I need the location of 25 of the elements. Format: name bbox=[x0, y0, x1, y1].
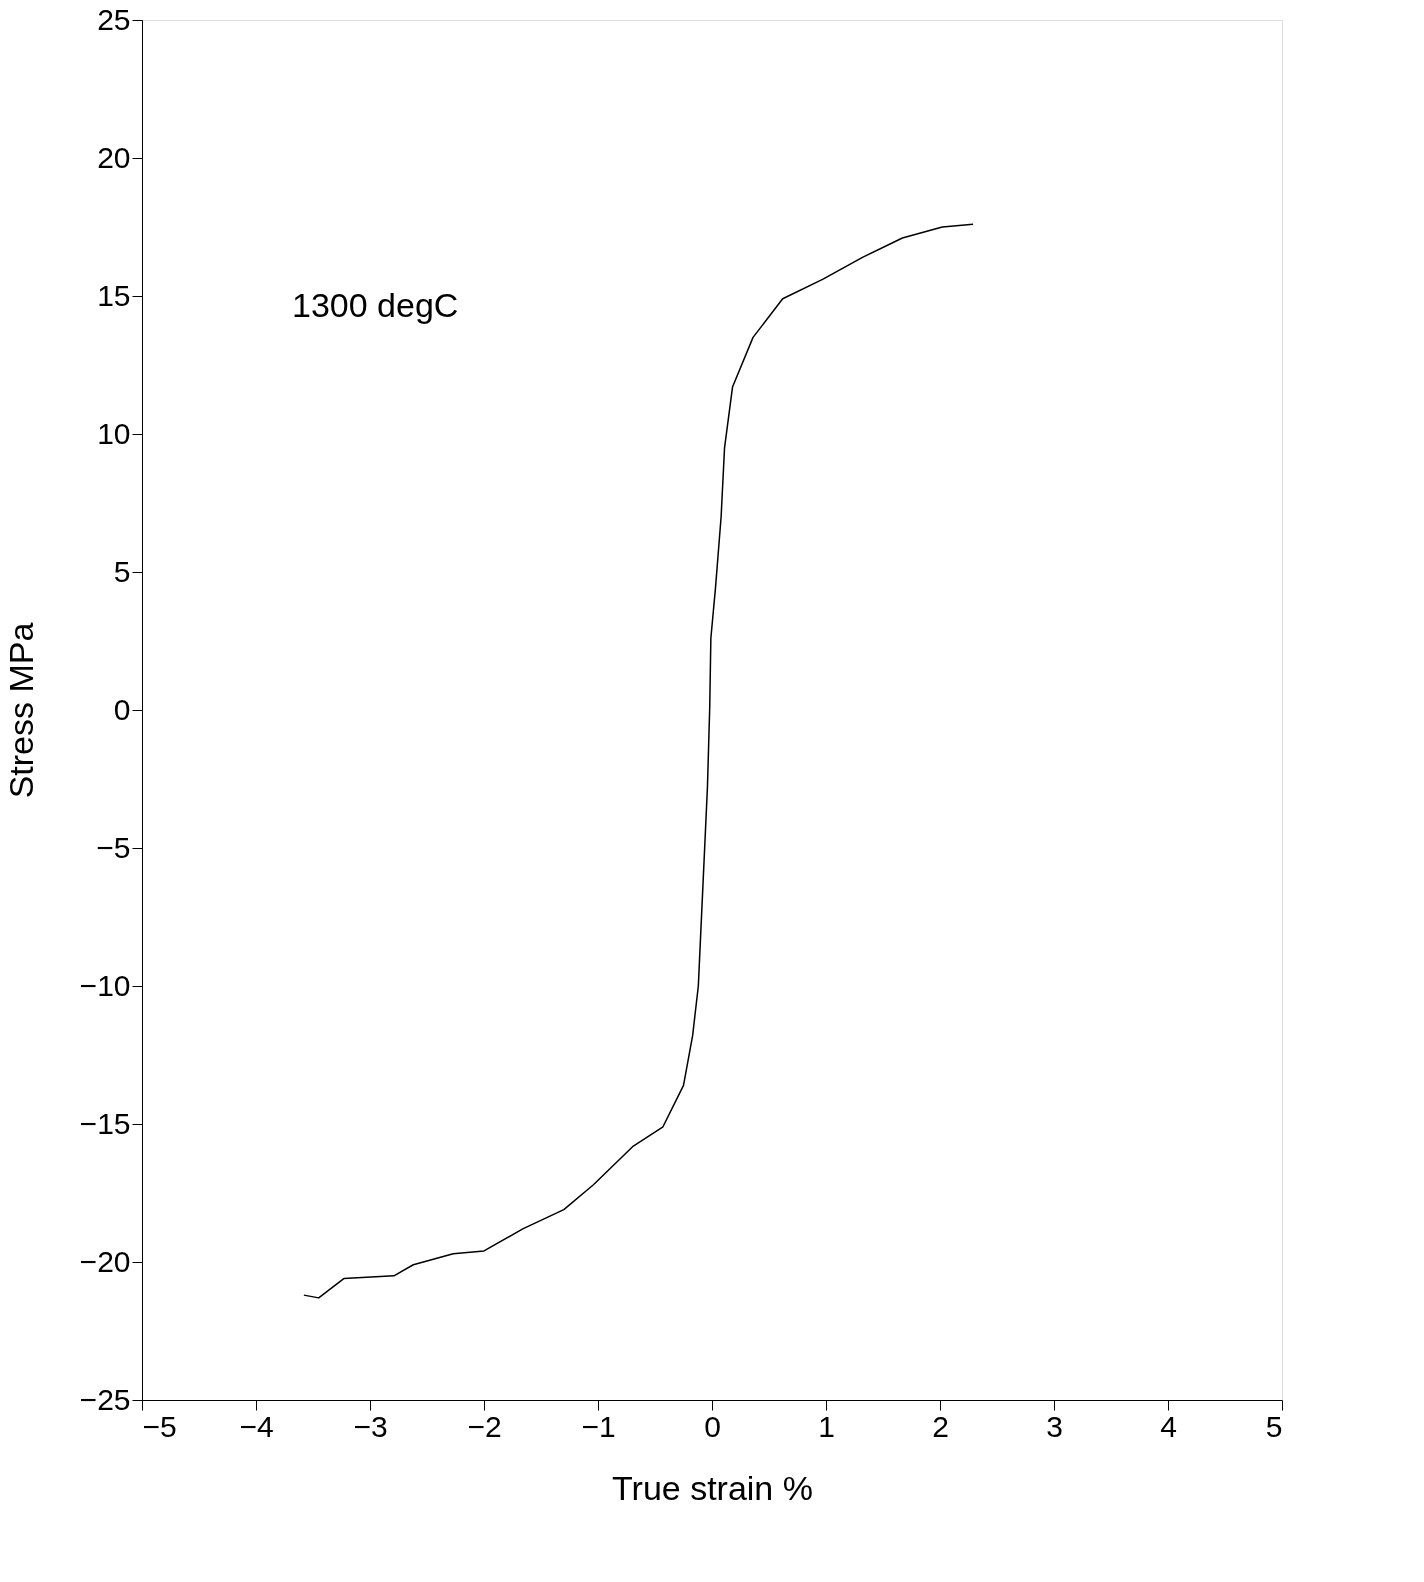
x-tick-label: −5 bbox=[142, 1409, 177, 1443]
x-tick-label: 0 bbox=[704, 1409, 721, 1443]
y-tick-label: 0 bbox=[113, 692, 131, 726]
y-tick-label: 15 bbox=[97, 278, 131, 312]
y-tick-label: 25 bbox=[97, 2, 131, 36]
y-tick-label: −5 bbox=[96, 830, 131, 864]
x-tick-label: −4 bbox=[239, 1409, 274, 1443]
x-axis-title: True strain % bbox=[612, 1468, 813, 1507]
x-tick-label: −1 bbox=[581, 1409, 616, 1443]
x-tick-label: 2 bbox=[932, 1409, 949, 1443]
annotation: 1300 degC bbox=[292, 286, 459, 324]
x-tick-label: 5 bbox=[1265, 1409, 1283, 1443]
x-tick-label: −2 bbox=[467, 1409, 502, 1443]
x-tick-label: 4 bbox=[1160, 1409, 1177, 1443]
y-tick-label: −25 bbox=[79, 1382, 131, 1416]
y-tick-label: −20 bbox=[79, 1244, 131, 1278]
x-tick-label: 3 bbox=[1046, 1409, 1063, 1443]
x-tick-label: 1 bbox=[818, 1409, 835, 1443]
y-tick-label: 5 bbox=[113, 554, 131, 588]
y-tick-label: −10 bbox=[79, 968, 131, 1002]
y-tick-label: 10 bbox=[97, 416, 131, 450]
y-tick-label: −15 bbox=[79, 1106, 131, 1140]
x-tick-label: −3 bbox=[353, 1409, 388, 1443]
y-axis-title: Stress MPa bbox=[1, 622, 40, 799]
y-tick-label: 20 bbox=[97, 140, 131, 174]
